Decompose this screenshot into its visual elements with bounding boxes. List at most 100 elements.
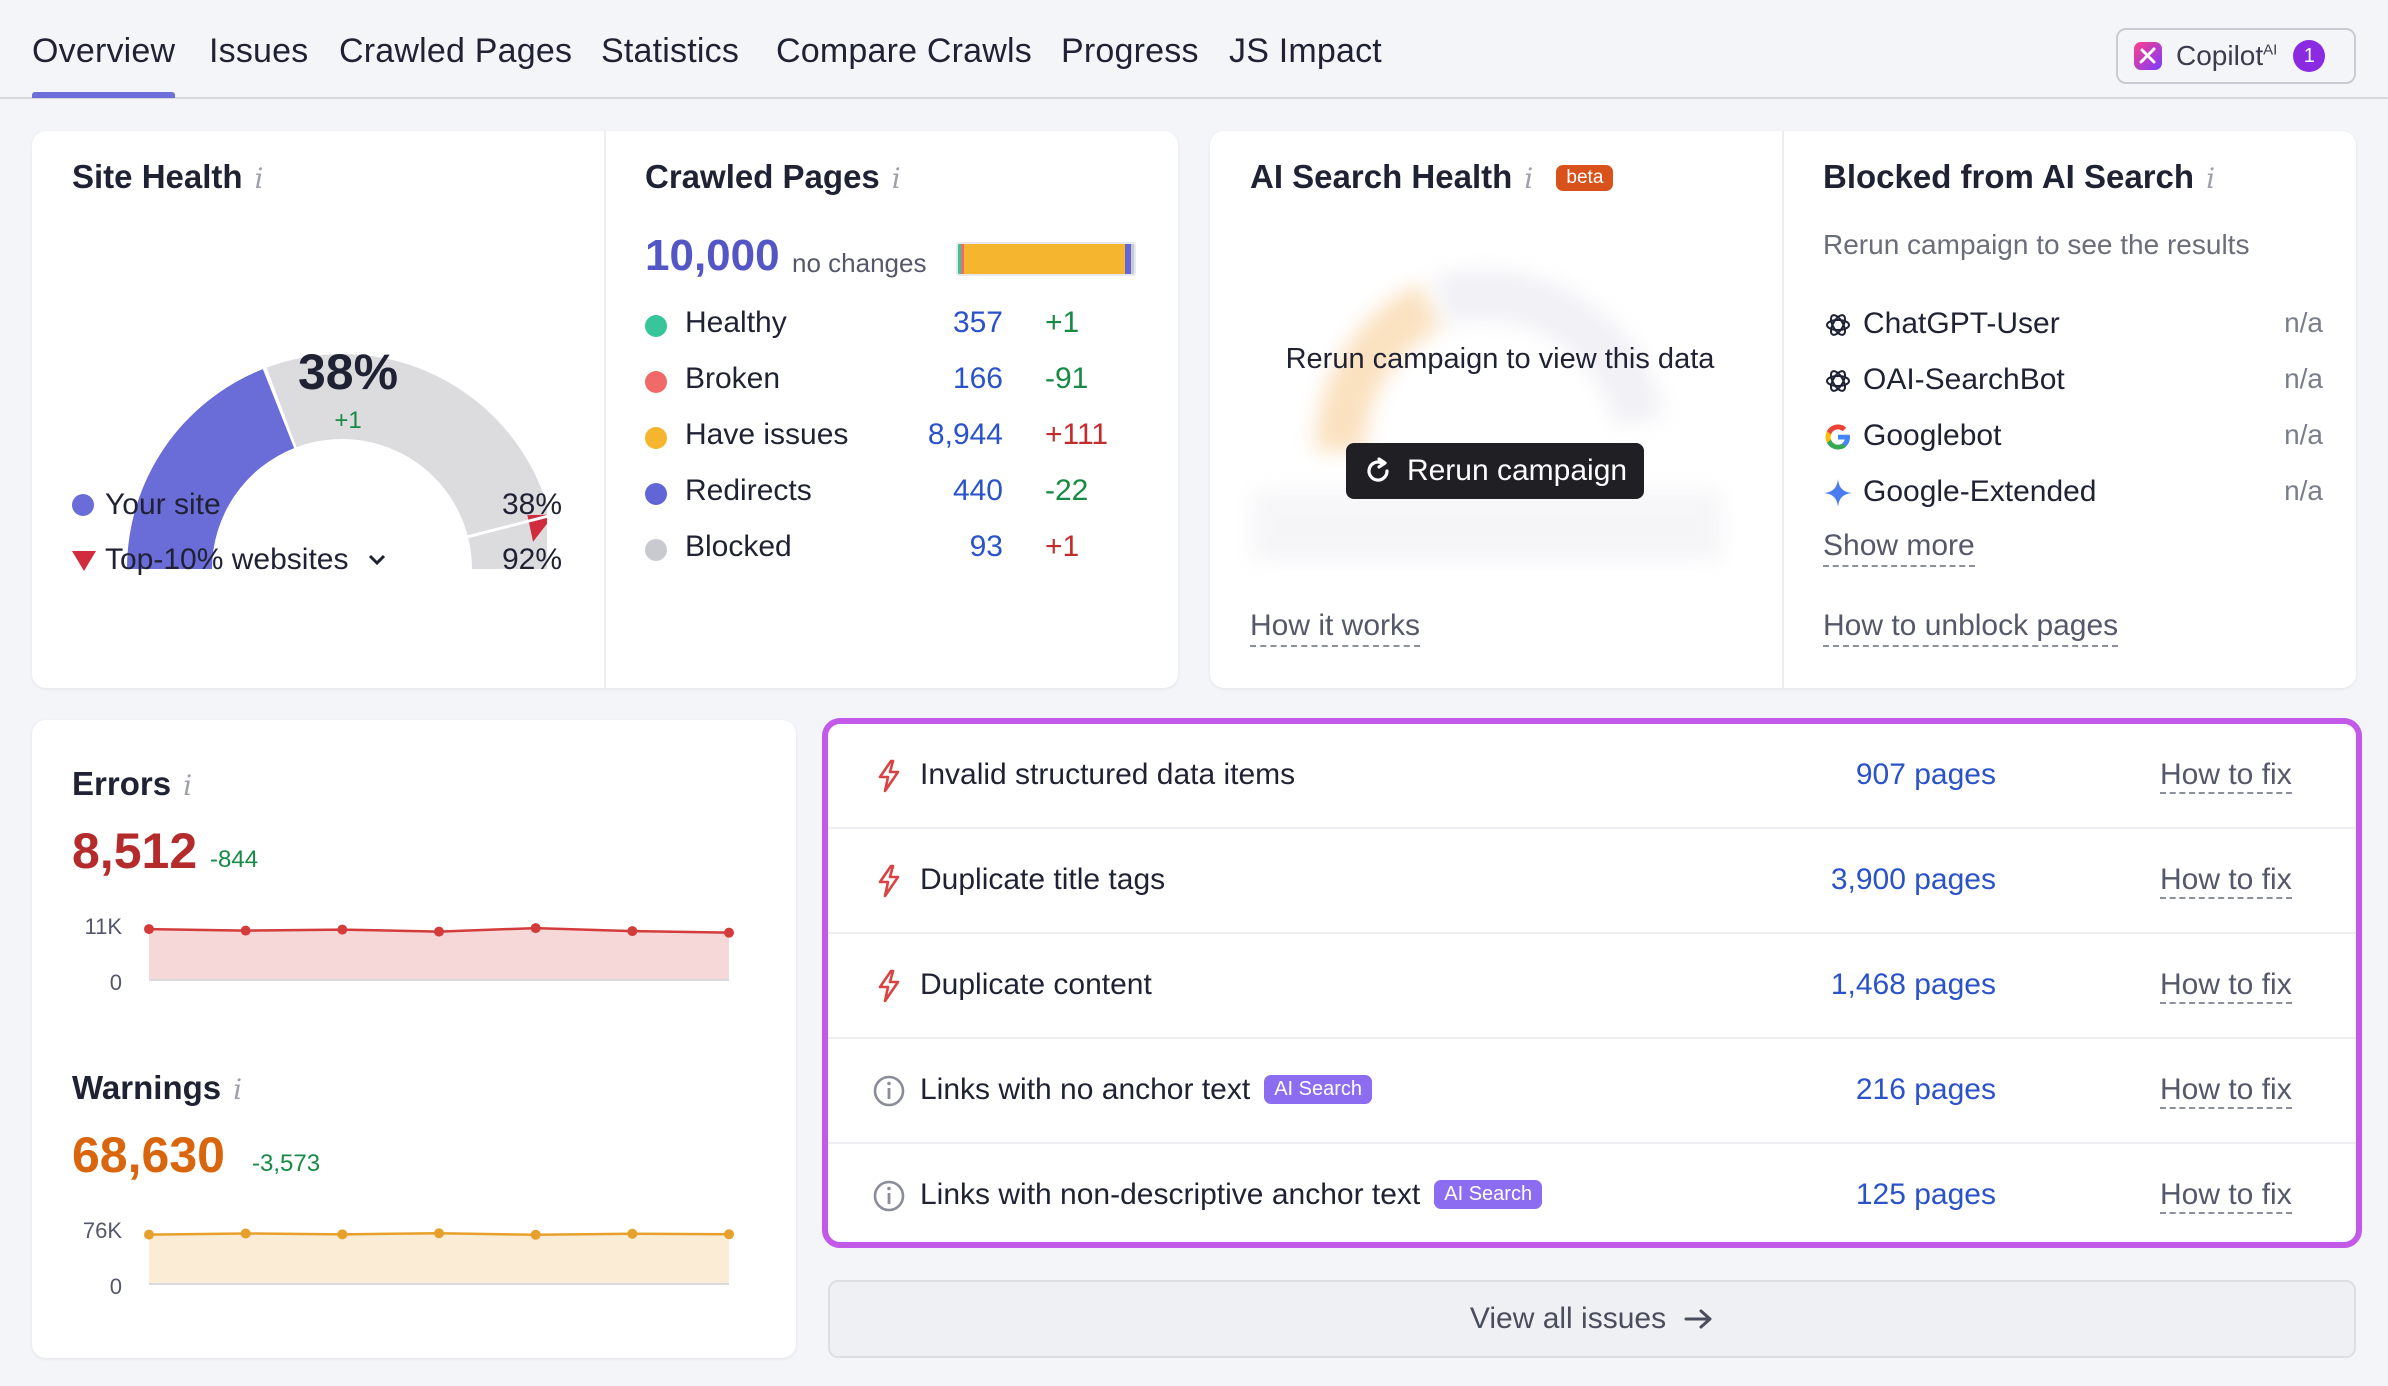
crawled-row-have-issues[interactable]: Have issues 8,944 +111 bbox=[645, 418, 1185, 458]
refresh-icon bbox=[1367, 457, 1389, 482]
site-health-info-icon[interactable]: i bbox=[254, 162, 264, 195]
warnings-ytop: 76K bbox=[82, 1218, 122, 1243]
issue-name: Invalid structured data items bbox=[920, 758, 1296, 791]
sparkline-point bbox=[724, 1229, 734, 1240]
sparkline-point bbox=[240, 925, 251, 936]
how-it-works-link[interactable]: How it works bbox=[1250, 609, 1421, 647]
blocked-ai-info-icon[interactable]: i bbox=[2206, 162, 2216, 195]
sparkline-point bbox=[434, 926, 444, 937]
crawled-pages-total: 10,000 bbox=[645, 231, 780, 280]
lightning-error-icon bbox=[878, 759, 900, 793]
google-icon bbox=[1825, 424, 1850, 450]
issue-pages-link[interactable]: 1,468 pages bbox=[1830, 968, 1996, 1001]
how-to-fix-link[interactable]: How to fix bbox=[2160, 863, 2292, 899]
gemini-icon bbox=[1824, 479, 1852, 507]
issue-row[interactable]: Invalid structured data items 907 pages … bbox=[828, 724, 2356, 829]
issue-row[interactable]: Links with no anchor text AI Search 216 p… bbox=[828, 1039, 2356, 1144]
site-health-percent: 38% bbox=[297, 344, 399, 400]
warnings-sparkline bbox=[144, 1228, 734, 1285]
openai-icon bbox=[1826, 314, 1850, 336]
tab-progress[interactable]: Progress bbox=[1061, 32, 1199, 70]
blurred-gauge-placeholder bbox=[1314, 269, 1665, 452]
how-to-fix-link[interactable]: How to fix bbox=[2160, 1073, 2292, 1109]
warnings-title: Warnings i bbox=[72, 1069, 243, 1106]
sparkline-point bbox=[627, 926, 638, 937]
bot-list: ChatGPT-User n/a OAI-SearchBot n/a Googl… bbox=[1823, 307, 2323, 508]
your-site-label: Your site bbox=[105, 488, 221, 521]
sparkline-point bbox=[724, 927, 734, 938]
issue-pages-link[interactable]: 125 pages bbox=[1855, 1178, 1996, 1211]
sparkline-point bbox=[530, 1229, 541, 1240]
warnings-value: 68,630 bbox=[72, 1127, 225, 1183]
how-to-fix-link[interactable]: How to fix bbox=[2160, 968, 2292, 1004]
top10-dropdown[interactable]: Top-10% websites bbox=[105, 543, 387, 577]
top10-marker-line bbox=[467, 514, 547, 539]
issue-name: Duplicate content bbox=[920, 968, 1152, 1001]
ai-search-info-icon[interactable]: i bbox=[1524, 162, 1534, 195]
openai-icon bbox=[1826, 370, 1850, 392]
bot-row-chatgpt-user: ChatGPT-User n/a bbox=[1823, 307, 2323, 347]
tab-compare-crawls[interactable]: Compare Crawls bbox=[776, 32, 1032, 70]
top-tab-bar: Overview Issues Crawled Pages Statistics… bbox=[0, 0, 2388, 99]
divider bbox=[1782, 131, 1784, 688]
crawled-pages-title: Crawled Pages i bbox=[645, 158, 901, 195]
lightning-error-icon bbox=[878, 864, 900, 898]
rerun-campaign-button[interactable]: Rerun campaign bbox=[1346, 443, 1644, 499]
your-site-dot bbox=[72, 494, 94, 516]
ai-search-card: AI Search Health i beta Rerun campaign to… bbox=[1210, 131, 2356, 688]
issue-name: Links with non-descriptive anchor text AI… bbox=[920, 1178, 1543, 1212]
errors-ytop: 11K bbox=[84, 914, 122, 939]
tab-statistics[interactable]: Statistics bbox=[601, 32, 740, 70]
arrow-right-icon bbox=[1684, 1309, 1712, 1329]
site-health-crawled-card: Site Health i 38% +1 Your site 38% Top-10… bbox=[32, 131, 1178, 688]
crawled-pages-bar bbox=[956, 242, 1136, 276]
show-more-link[interactable]: Show more bbox=[1823, 529, 1975, 567]
ai-search-badge: AI Search bbox=[1434, 1180, 1543, 1209]
errors-info-icon[interactable]: i bbox=[183, 769, 193, 802]
blocked-ai-title: Blocked from AI Search i bbox=[1823, 158, 2216, 195]
sparkline-point bbox=[240, 1228, 251, 1239]
crawled-row-healthy[interactable]: Healthy 357 +1 bbox=[645, 306, 1185, 346]
errors-change: -844 bbox=[210, 846, 259, 873]
tab-js-impact[interactable]: JS Impact bbox=[1229, 32, 1382, 70]
crawled-row-broken[interactable]: Broken 166 -91 bbox=[645, 362, 1185, 402]
info-circle-icon bbox=[873, 1075, 905, 1107]
crawled-pages-info-icon[interactable]: i bbox=[891, 162, 901, 195]
errors-title: Errors i bbox=[72, 765, 193, 802]
view-all-issues-button[interactable]: View all issues bbox=[828, 1280, 2356, 1358]
issue-pages-link[interactable]: 907 pages bbox=[1855, 758, 1996, 791]
ai-search-health-title: AI Search Health i beta bbox=[1250, 158, 1614, 196]
how-to-fix-link[interactable]: How to fix bbox=[2160, 758, 2292, 794]
rerun-campaign-label: Rerun campaign bbox=[1406, 454, 1628, 487]
bot-row-google-extended: Google-Extended n/a bbox=[1823, 475, 2323, 515]
sparkline-point bbox=[144, 1229, 154, 1240]
warnings-ybottom: 0 bbox=[109, 1274, 122, 1299]
copilot-button[interactable]: CopilotAI 1 bbox=[2116, 28, 2356, 84]
copilot-count-badge: 1 bbox=[2293, 40, 2326, 72]
issue-row[interactable]: Duplicate content 1,468 pages How to fix bbox=[828, 934, 2356, 1039]
tab-crawled-pages[interactable]: Crawled Pages bbox=[339, 32, 573, 70]
issue-pages-link[interactable]: 3,900 pages bbox=[1830, 863, 1996, 896]
issue-pages-link[interactable]: 216 pages bbox=[1855, 1073, 1996, 1106]
site-health-gauge bbox=[127, 354, 547, 569]
sparkline-point bbox=[144, 924, 154, 935]
how-to-unblock-link[interactable]: How to unblock pages bbox=[1823, 609, 2119, 647]
sparkline-point bbox=[434, 1228, 444, 1239]
warnings-change: -3,573 bbox=[252, 1150, 321, 1177]
sparkline-area bbox=[149, 1233, 729, 1284]
issue-row[interactable]: Duplicate title tags 3,900 pages How to … bbox=[828, 829, 2356, 934]
crawled-pages-note: no changes bbox=[792, 248, 927, 278]
site-health-title: Site Health i bbox=[72, 158, 264, 195]
blurred-text-placeholder bbox=[1252, 491, 1722, 561]
crawled-row-blocked[interactable]: Blocked 93 +1 bbox=[645, 530, 1185, 570]
issue-row[interactable]: Links with non-descriptive anchor text AI… bbox=[828, 1144, 2356, 1249]
warnings-info-icon[interactable]: i bbox=[233, 1073, 243, 1106]
ai-search-badge: AI Search bbox=[1264, 1075, 1373, 1104]
tab-overview[interactable]: Overview bbox=[32, 32, 176, 98]
crawled-row-redirects[interactable]: Redirects 440 -22 bbox=[645, 474, 1185, 514]
top10-label: Top-10% websites bbox=[105, 543, 349, 576]
how-to-fix-link[interactable]: How to fix bbox=[2160, 1178, 2292, 1214]
copilot-logo-icon bbox=[2134, 42, 2162, 70]
ai-search-rerun-message: Rerun campaign to view this data bbox=[1285, 343, 1715, 375]
tab-issues[interactable]: Issues bbox=[209, 32, 309, 70]
